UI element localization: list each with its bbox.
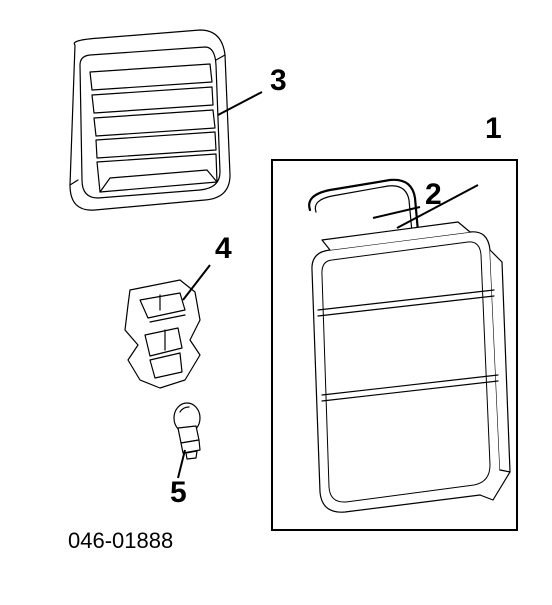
part-1-assembly [312, 222, 510, 512]
callout-5: 5 [170, 476, 187, 510]
callout-3: 3 [270, 64, 287, 98]
callout-2: 2 [425, 178, 442, 212]
part-3-vent-grille [70, 30, 230, 210]
callout-4: 4 [215, 232, 232, 266]
callout-1: 1 [485, 112, 502, 146]
part-5-bulb [174, 403, 200, 459]
parts-diagram: 1 2 3 4 5 046-01888 [0, 0, 552, 600]
drawing-number: 046-01888 [68, 528, 173, 554]
part-4-socket [125, 280, 200, 388]
